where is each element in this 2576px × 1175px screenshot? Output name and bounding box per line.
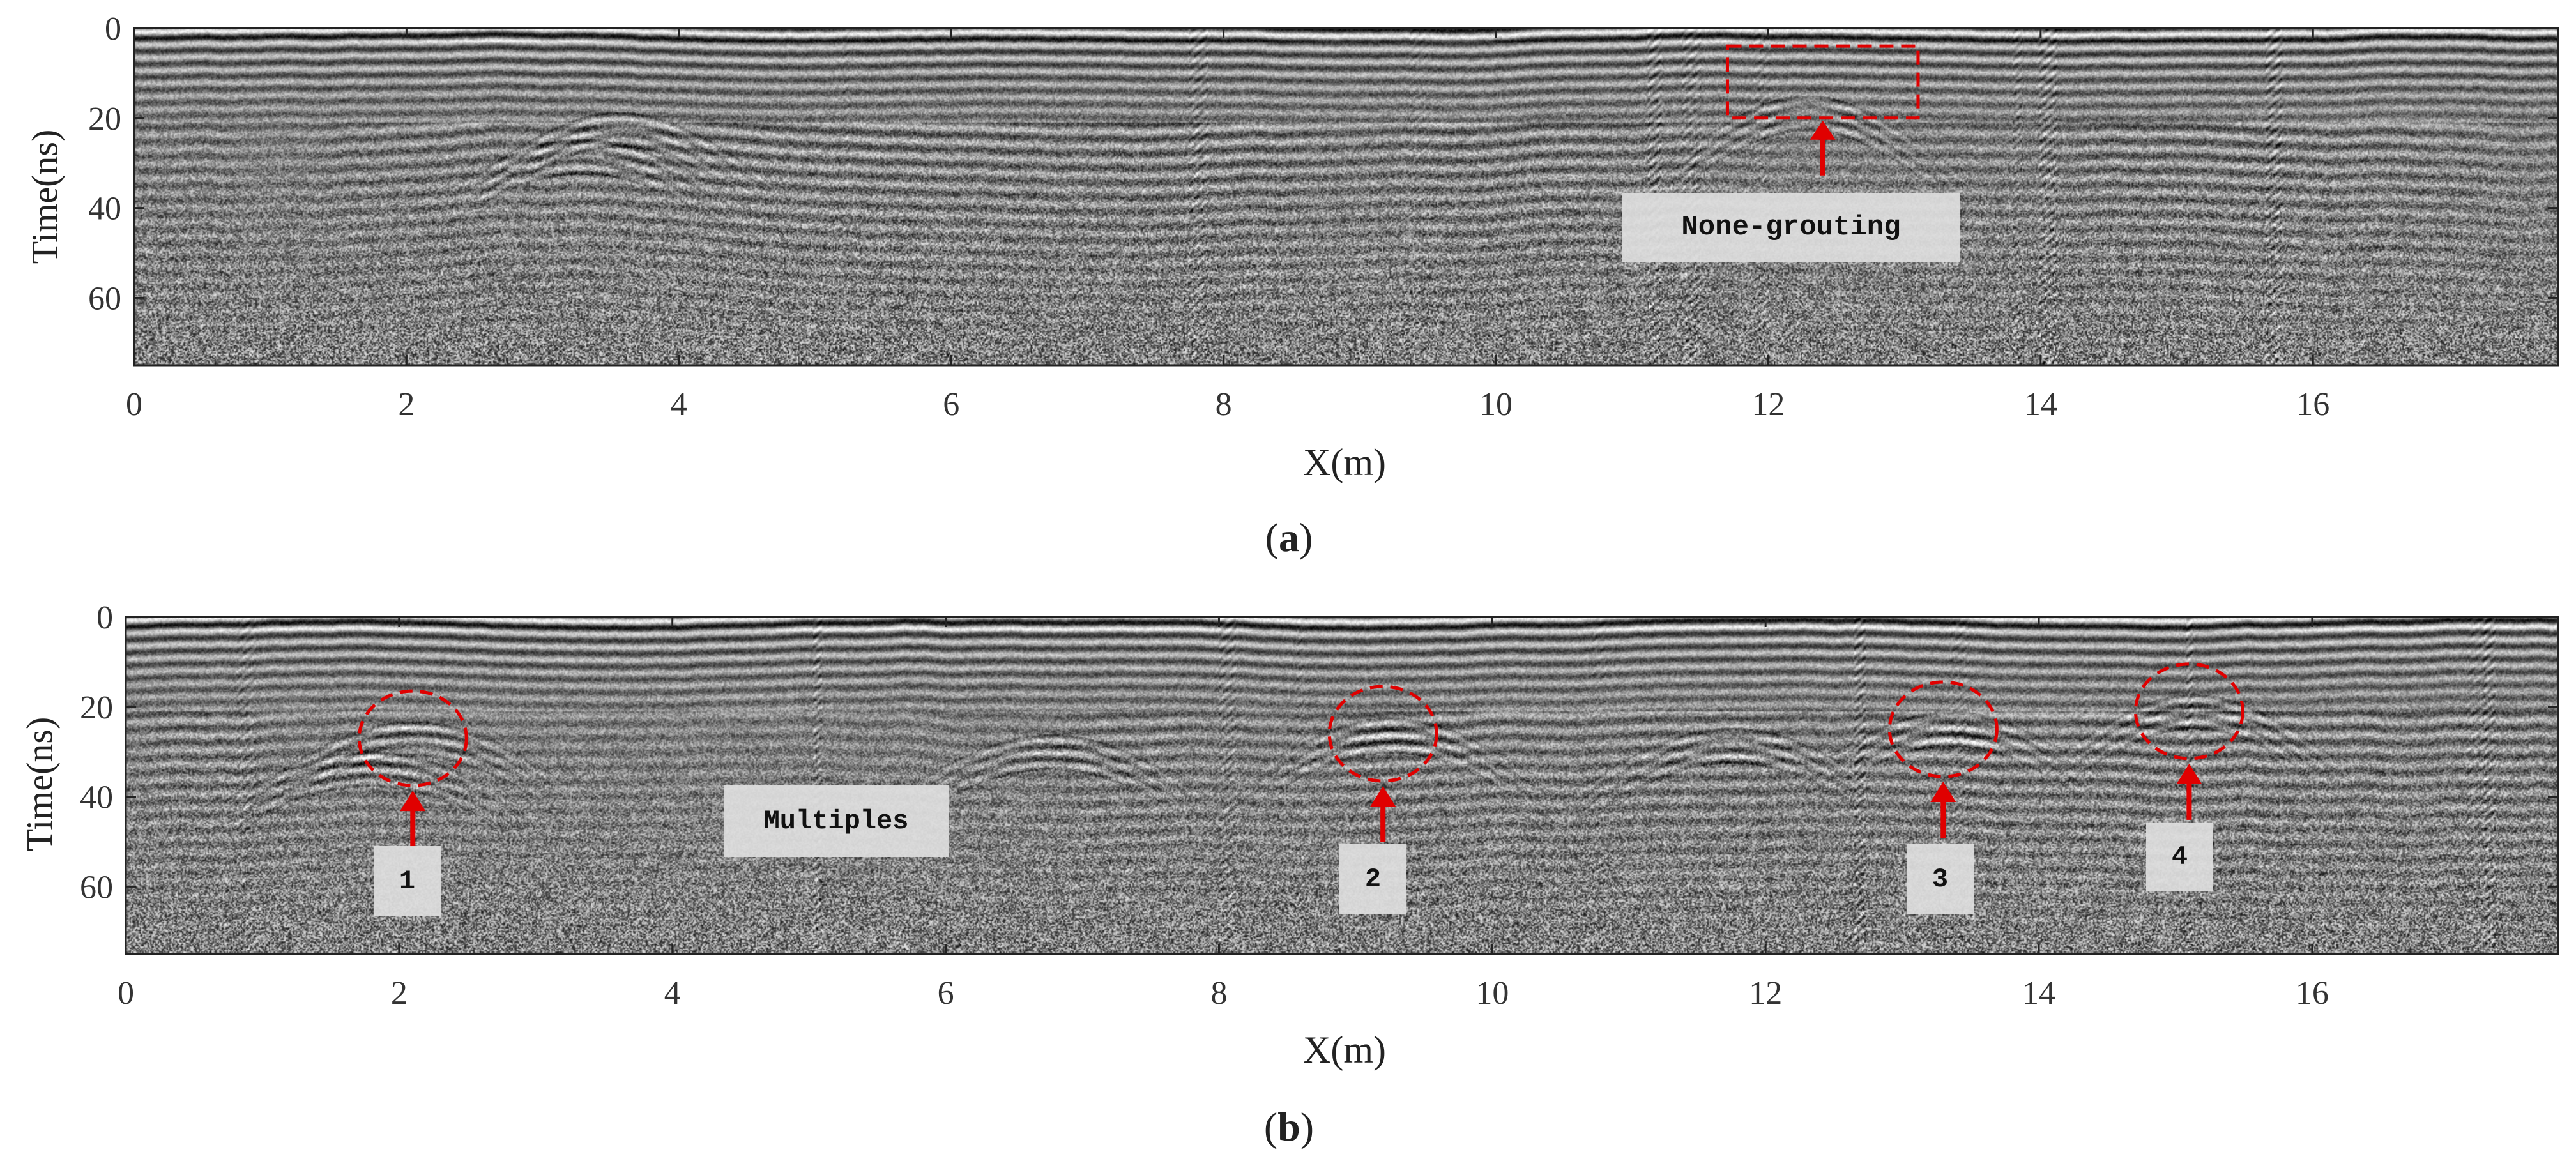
panel-b-caption-letter: b	[1277, 1104, 1300, 1149]
x-tick-label-6: 12	[1749, 975, 1782, 1012]
anomaly-label-1: 1	[374, 846, 441, 916]
x-tick-label-4: 8	[1210, 975, 1227, 1012]
x-tick-label-2: 4	[664, 975, 681, 1012]
plot-frame	[133, 27, 2559, 367]
annotation-arrow-head-4	[2176, 763, 2202, 784]
panel-a-xlabel: X(m)	[1303, 441, 1386, 483]
annotation-circle-2	[1327, 685, 1438, 783]
y-tick-label-0: 0	[105, 11, 121, 47]
plot-frame	[125, 616, 2559, 955]
x-tick-label-1: 2	[391, 975, 408, 1012]
x-tick-label-2: 4	[671, 386, 687, 423]
multiples-label: Multiples	[724, 785, 949, 857]
annotation-box-0	[1725, 44, 1920, 120]
y-tick-label-1: 20	[88, 101, 121, 137]
panel-b-ylabel: Time(ns)	[19, 716, 61, 852]
annotation-circle-1	[357, 689, 468, 787]
none-grouting-label: None-grouting	[1622, 193, 1960, 262]
x-tick-label-0: 0	[126, 386, 142, 423]
panel-b-caption: (b)	[1263, 1104, 1315, 1149]
x-tick-label-3: 6	[943, 386, 959, 423]
annotation-circle-3	[1887, 680, 1999, 778]
radargram-image	[134, 28, 2558, 365]
x-tick-label-5: 10	[1479, 386, 1513, 423]
anomaly-label-3: 3	[1907, 844, 1974, 914]
annotation-arrow-head-2	[1370, 786, 1396, 807]
y-tick-label-3: 60	[80, 869, 113, 906]
anomaly-label-4: 4	[2146, 822, 2213, 891]
x-tick-label-4: 8	[1216, 386, 1232, 423]
panel-a-ylabel: Time(ns)	[24, 129, 66, 264]
panel-b-xlabel: X(m)	[1303, 1029, 1386, 1071]
annotation-arrow-head-1	[400, 791, 426, 812]
x-tick-label-0: 0	[118, 975, 134, 1012]
annotation-circle-4	[2133, 662, 2244, 761]
x-tick-label-5: 10	[1475, 975, 1509, 1012]
y-tick-label-2: 40	[88, 191, 121, 227]
y-tick-label-0: 0	[96, 600, 113, 636]
annotation-arrow-head-3	[1930, 782, 1956, 802]
x-tick-label-8: 16	[2296, 975, 2329, 1012]
panel-a-caption-letter: a	[1279, 515, 1299, 560]
x-tick-label-3: 6	[938, 975, 954, 1012]
panel-a-caption: (a)	[1265, 515, 1313, 560]
x-tick-label-8: 16	[2296, 386, 2329, 423]
x-tick-label-1: 2	[398, 386, 415, 423]
y-tick-label-3: 60	[88, 280, 121, 317]
x-tick-label-7: 14	[2022, 975, 2055, 1012]
x-tick-label-6: 12	[1751, 386, 1785, 423]
y-tick-label-2: 40	[80, 780, 113, 816]
panel-a-chart: 0 2 4 6 8 10 12 14 16 0 20 40 60	[88, 11, 2559, 423]
annotation-arrow-head-0	[1810, 120, 1836, 140]
anomaly-label-2: 2	[1339, 844, 1406, 914]
x-tick-label-7: 14	[2024, 386, 2057, 423]
y-tick-label-1: 20	[80, 690, 113, 726]
